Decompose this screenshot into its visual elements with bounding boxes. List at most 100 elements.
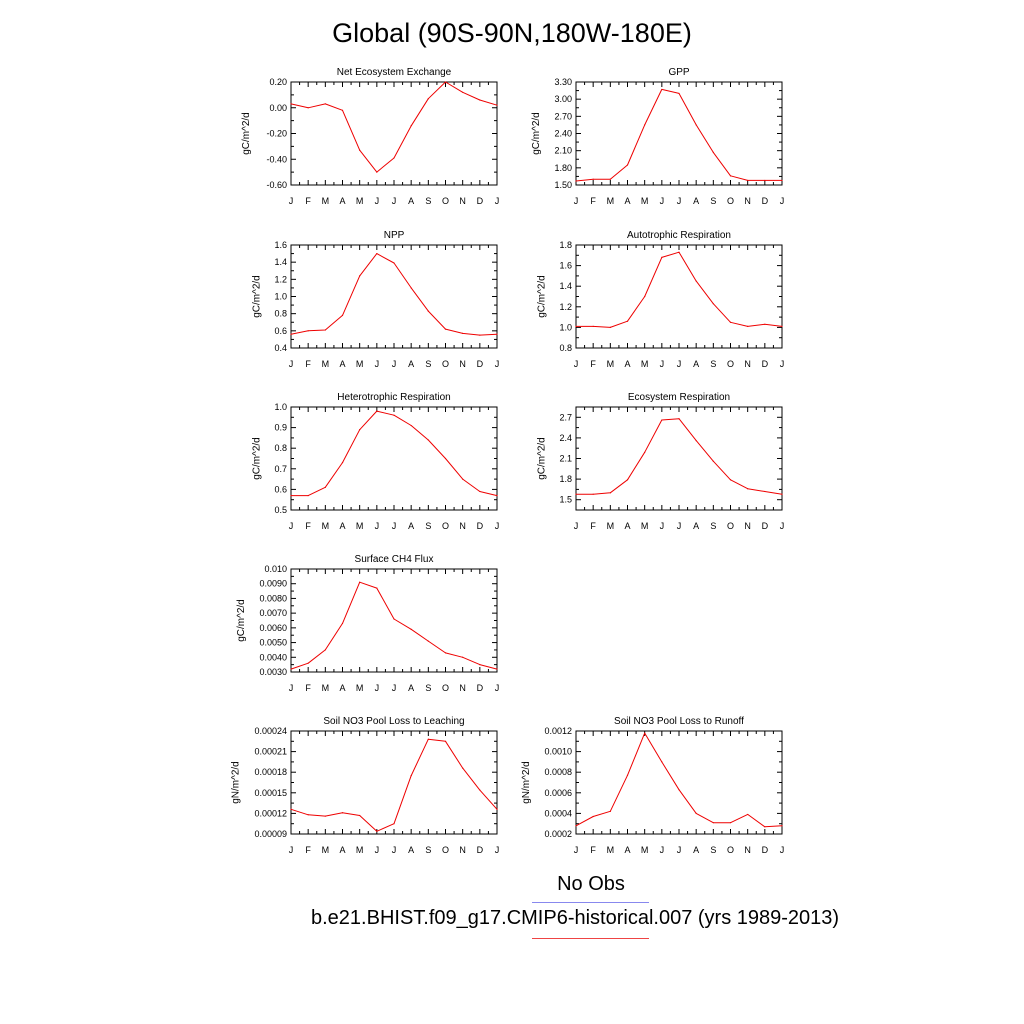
data-point [764, 323, 766, 325]
data-point [592, 815, 594, 818]
x-tick-label: F [305, 683, 311, 693]
data-point [592, 493, 594, 495]
x-tick-label: S [710, 845, 716, 855]
x-tick-label: F [305, 196, 311, 206]
data-point [359, 814, 361, 817]
y-tick-label: 1.4 [274, 257, 287, 267]
series-line [291, 410, 498, 497]
x-tick-label: J [677, 196, 682, 206]
y-tick-label: -0.20 [266, 129, 287, 139]
legend-item-no-obs: No Obs [557, 873, 625, 895]
data-point [444, 328, 447, 330]
data-point [307, 662, 309, 664]
y-tick-label: 0.6 [274, 484, 287, 494]
y-tick-label: -0.60 [266, 180, 287, 190]
data-point [427, 439, 429, 441]
plot-frame [575, 406, 783, 511]
data-point [427, 310, 429, 312]
x-tick-label: F [305, 845, 311, 855]
plot-frame [575, 730, 783, 835]
data-point [324, 103, 326, 105]
data-point [410, 775, 412, 777]
plot-frame [290, 406, 498, 511]
data-point [307, 330, 309, 332]
y-tick-label: 0.0008 [544, 767, 572, 777]
data-point [712, 151, 714, 153]
data-point [479, 664, 481, 666]
data-point [496, 668, 498, 670]
x-tick-label: M [322, 196, 330, 206]
data-point [626, 320, 629, 322]
x-tick-label: J [677, 845, 682, 855]
x-tick-label: J [495, 359, 500, 369]
chart-autotrophic-respiration: Autotrophic Respiration 0.8 1.0 1.2 1.4 1.6 1.… [536, 230, 784, 369]
series-line [290, 81, 498, 173]
x-tick-label: J [660, 521, 665, 531]
x-tick-label: J [495, 196, 500, 206]
data-point [444, 81, 447, 83]
data-point [592, 178, 594, 180]
data-point [462, 91, 464, 93]
x-tick-label: J [392, 683, 397, 693]
data-point [644, 295, 646, 298]
x-tick-label: M [607, 196, 615, 206]
data-point [359, 275, 361, 277]
x-tick-label: D [762, 196, 769, 206]
x-tick-label: A [693, 845, 699, 855]
y-tick-label: 0.00015 [254, 788, 287, 798]
y-tick-label: 1.5 [559, 495, 572, 505]
x-tick-label: M [607, 521, 615, 531]
x-tick-label: A [339, 845, 345, 855]
plot-frame [575, 244, 783, 349]
y-axis-label: gC/m^2/d [536, 275, 547, 318]
data-point [290, 333, 292, 335]
data-point [695, 440, 697, 442]
y-tick-label: 0.0050 [259, 638, 287, 648]
x-tick-label: J [375, 359, 380, 369]
chart-heterotrophic-respiration: Heterotrophic Respiration 0.5 0.6 0.7 0.8 0.9… [251, 392, 499, 531]
data-point [575, 180, 577, 182]
data-point [712, 303, 714, 305]
y-axis-label: gC/m^2/d [241, 112, 252, 155]
y-tick-label: 0.0060 [259, 623, 287, 633]
chart-title: NPP [384, 230, 405, 241]
data-point [729, 822, 732, 824]
y-tick-label: 0.00009 [254, 829, 287, 839]
data-point [764, 179, 766, 182]
x-tick-label: J [289, 359, 294, 369]
x-tick-label: M [356, 359, 364, 369]
data-point [592, 325, 594, 327]
chart-title: Soil NO3 Pool Loss to Leaching [323, 716, 464, 727]
data-point [609, 492, 611, 494]
x-tick-label: O [727, 521, 734, 531]
data-point [376, 252, 378, 255]
y-tick-label: 2.1 [559, 454, 572, 464]
x-tick-label: A [408, 521, 414, 531]
y-tick-label: 0.0012 [544, 726, 572, 736]
data-point [393, 823, 395, 825]
data-point [575, 325, 577, 327]
data-point [393, 157, 395, 159]
x-tick-label: J [495, 521, 500, 531]
y-tick-label: 1.0 [274, 402, 287, 412]
x-tick-label: A [408, 359, 414, 369]
x-tick-label: J [677, 521, 682, 531]
x-tick-label: A [339, 359, 345, 369]
x-tick-label: A [339, 196, 345, 206]
x-tick-label: D [477, 683, 484, 693]
series-line [575, 732, 783, 828]
x-tick-label: J [660, 845, 665, 855]
data-point [359, 429, 361, 431]
data-point [393, 414, 395, 416]
y-tick-label: 0.8 [274, 309, 287, 319]
data-point [609, 810, 611, 812]
series-line [290, 253, 498, 336]
y-tick-label: 0.0010 [544, 747, 572, 757]
x-tick-label: O [442, 521, 449, 531]
data-point [341, 462, 344, 464]
data-point [729, 175, 732, 177]
data-point [496, 494, 498, 497]
data-point [479, 99, 481, 101]
y-tick-label: 2.70 [554, 111, 572, 121]
